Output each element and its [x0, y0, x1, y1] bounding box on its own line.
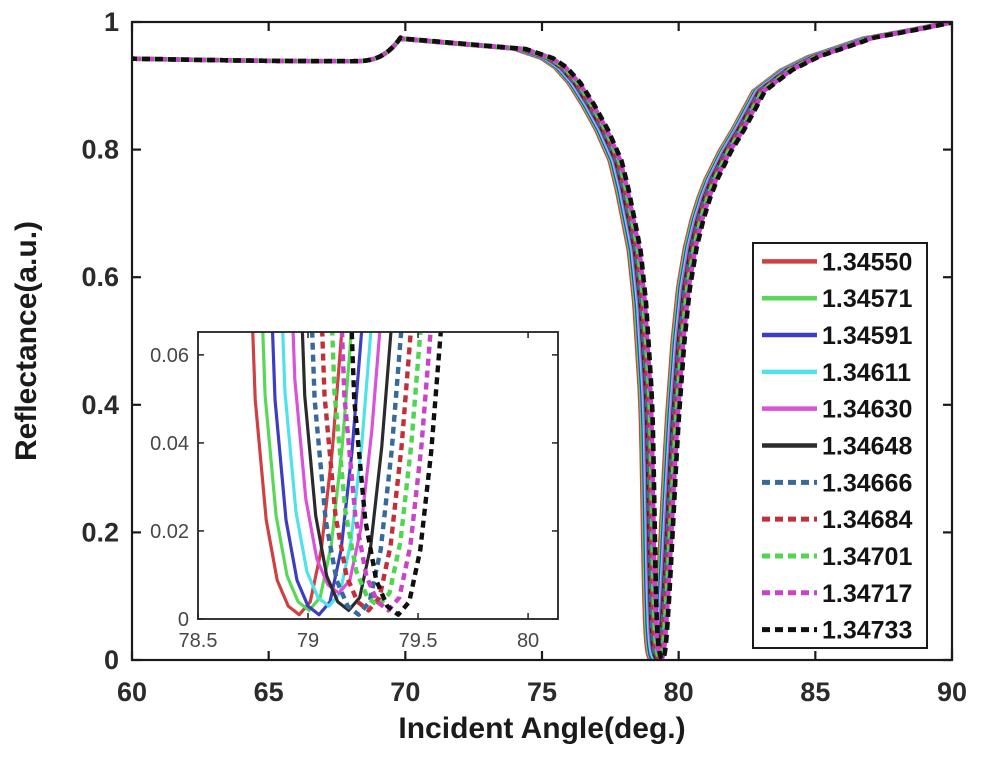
- legend-label: 1.34733: [822, 617, 912, 645]
- main-curves: [132, 22, 952, 660]
- legend: 1.34550 1.34571 1.34591 1.34611 1.34630 1.346…: [752, 242, 928, 649]
- inset-curve-1.34717: [339, 332, 433, 613]
- legend-label: 1.34630: [822, 396, 912, 424]
- x-tick-label: 75: [527, 677, 557, 707]
- y-tick-label: 0.6: [81, 262, 119, 292]
- x-tick-label: 70: [390, 677, 420, 707]
- y-tick-label: 0.2: [81, 517, 119, 547]
- inset-curve-1.34733: [349, 332, 443, 617]
- y-tick-label: 0: [104, 645, 119, 675]
- inset-axes-box: [197, 331, 559, 620]
- curve-1.34733: [132, 22, 952, 660]
- x-tick-label: 90: [937, 677, 967, 707]
- x-tick-label: 65: [254, 677, 284, 707]
- legend-label: 1.34611: [822, 359, 911, 387]
- inset-curve-1.34648: [300, 332, 393, 612]
- inset-y-tick-label: 0.02: [150, 521, 189, 543]
- legend-entry: 1.34591: [762, 322, 912, 350]
- x-tick-label: 80: [664, 677, 694, 707]
- legend-entry: 1.34666: [762, 469, 912, 497]
- y-tick-label: 0.4: [81, 390, 119, 420]
- inset-y-tick-label: 0.04: [150, 433, 189, 455]
- y-tick-label: 0.8: [81, 135, 119, 165]
- legend-entry: 1.34630: [762, 396, 912, 424]
- inset-x-tick-label: 78.5: [179, 630, 218, 652]
- legend-entry: 1.34611: [762, 359, 911, 387]
- legend-entry: 1.34701: [762, 543, 912, 571]
- inset-x-tick-label: 80: [517, 630, 539, 652]
- legend-entry: 1.34733: [762, 617, 912, 645]
- inset-curve-1.34684: [320, 332, 413, 613]
- legend-label: 1.34571: [822, 285, 912, 313]
- inset-x-tick-label: 79: [297, 630, 319, 652]
- legend-label: 1.34648: [822, 433, 912, 461]
- inset-y-tick-label: 0: [178, 609, 189, 631]
- x-tick-label: 60: [117, 677, 147, 707]
- legend-label: 1.34701: [822, 543, 912, 571]
- legend-entry: 1.34648: [762, 433, 912, 461]
- y-axis-label: Reflectance(a.u.): [10, 221, 43, 461]
- legend-label: 1.34666: [822, 469, 912, 497]
- legend-entry: 1.34717: [762, 580, 912, 608]
- legend-entry: 1.34550: [762, 248, 912, 276]
- legend-label: 1.34684: [822, 506, 912, 534]
- inset-zoom-plot: 78.5 79 79.5 80 0 0.02 0.04 0.06: [150, 331, 559, 652]
- legend-label: 1.34550: [822, 248, 912, 276]
- legend-label: 1.34717: [822, 580, 912, 608]
- legend-entry: 1.34684: [762, 506, 912, 534]
- legend-label: 1.34591: [822, 322, 912, 350]
- y-tick-label: 1: [104, 7, 119, 37]
- inset-x-tick-label: 79.5: [399, 630, 438, 652]
- legend-entry: 1.34571: [762, 285, 912, 313]
- inset-curves: [251, 332, 443, 617]
- inset-curve-1.34630: [291, 332, 382, 595]
- x-tick-label: 85: [800, 677, 830, 707]
- x-axis-label: Incident Angle(deg.): [398, 712, 685, 745]
- inset-y-tick-label: 0.06: [150, 345, 189, 367]
